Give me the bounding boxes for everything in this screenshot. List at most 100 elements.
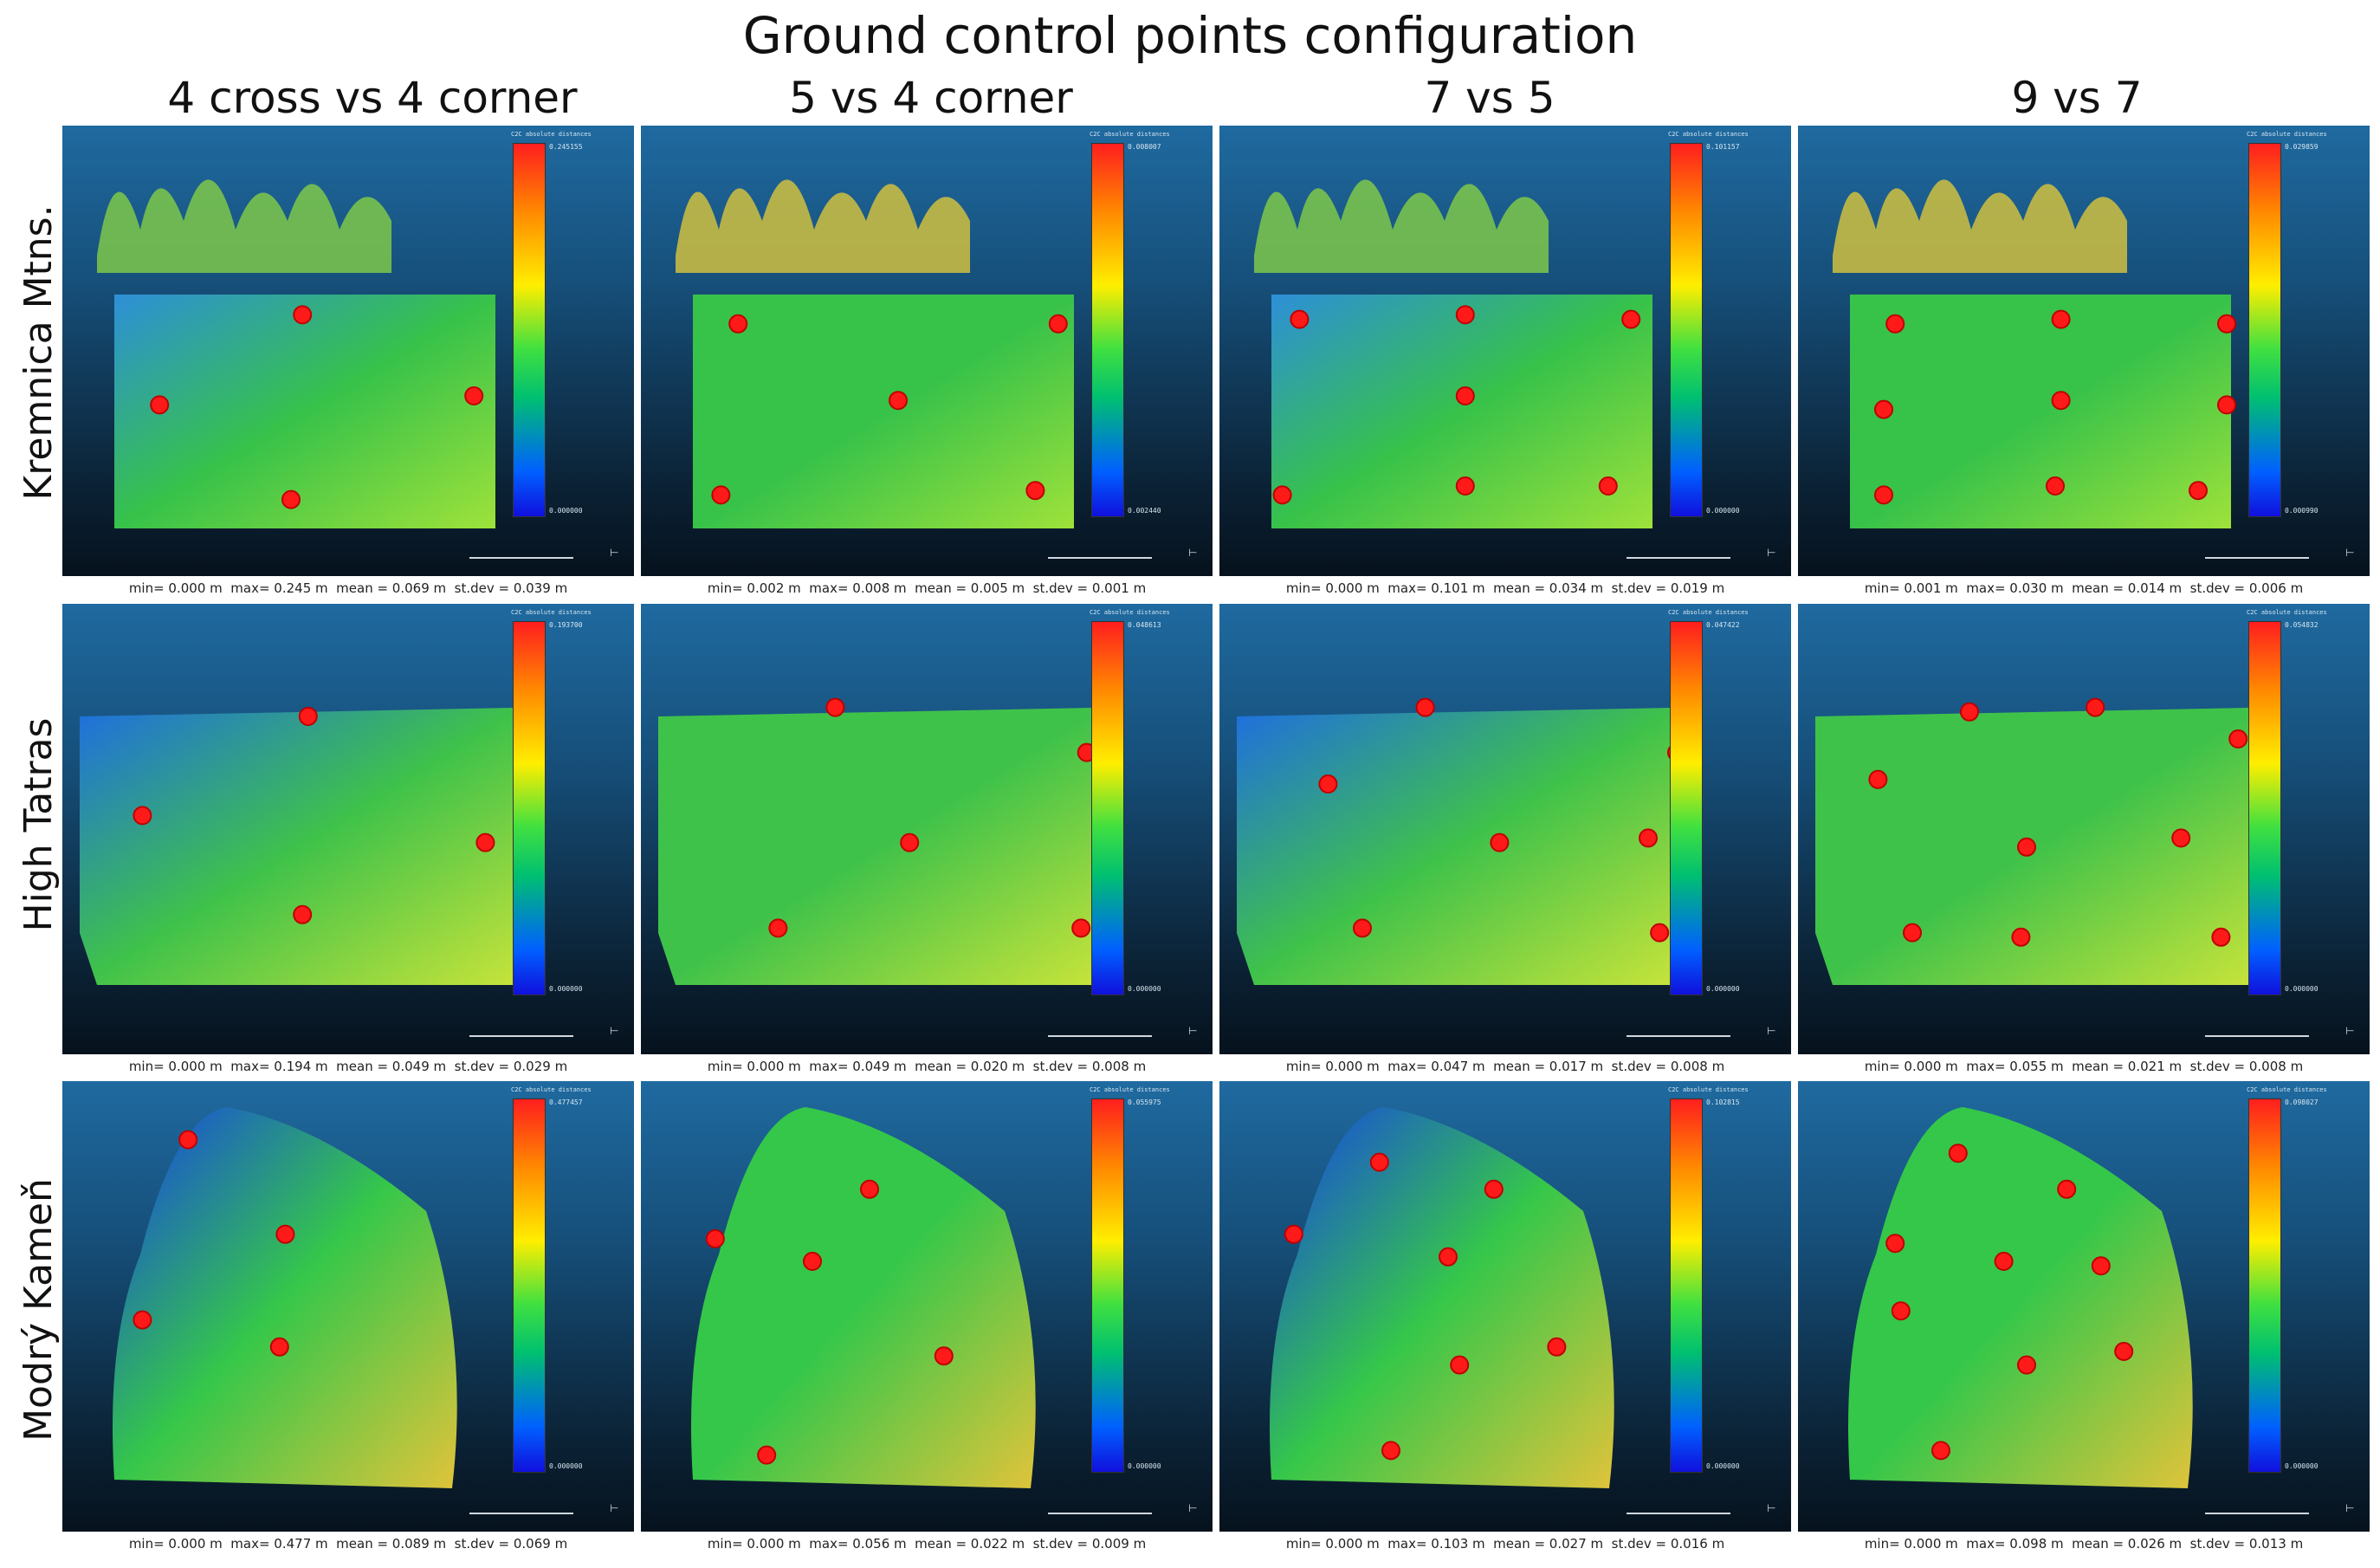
panel-stats: min= 0.000 m max= 0.055 m mean = 0.021 m…: [1864, 1059, 2304, 1074]
row-title-kremnica: Kremnica Mtns.: [16, 204, 61, 501]
gcp-marker: [150, 395, 170, 415]
colorbar: [2248, 143, 2281, 517]
colorbar: [513, 143, 546, 517]
gcp-marker: [2091, 1256, 2111, 1276]
scale-line: [1048, 1035, 1152, 1037]
axis-icon: ⊢: [2345, 1025, 2355, 1037]
gcp-marker: [1415, 697, 1435, 717]
panel-stats: min= 0.000 m max= 0.098 m mean = 0.026 m…: [1864, 1536, 2304, 1552]
gcp-marker: [1353, 918, 1372, 938]
panel-stats: min= 0.000 m max= 0.194 m mean = 0.049 m…: [128, 1059, 568, 1074]
colorbar-title: C2C absolute distances: [1668, 1086, 1749, 1093]
axis-icon: ⊢: [610, 1502, 619, 1514]
gcp-marker: [133, 1310, 152, 1330]
colorbar-min-label: 0.000000: [2285, 985, 2319, 993]
row-title-modry-kamen: Modrý Kameň: [16, 1178, 61, 1442]
terrain-surface: [113, 1107, 457, 1488]
colorbar-max-label: 0.098027: [2285, 1098, 2319, 1106]
gcp-marker: [803, 1252, 822, 1271]
colorbar: [513, 621, 546, 995]
axis-icon: ⊢: [2345, 1502, 2355, 1514]
gcp-marker: [1639, 828, 1658, 848]
gcp-marker: [1931, 1441, 1950, 1461]
axis-icon: ⊢: [1767, 547, 1776, 559]
pointcloud-map: [691, 1107, 1036, 1488]
terrain-surface: [1815, 708, 2257, 985]
pointcloud-map: [80, 707, 521, 985]
gcp-marker: [1885, 1234, 1905, 1254]
gcp-marker: [1450, 1355, 1470, 1375]
pointcloud-panel: C2C absolute distances 0.008007 0.002440 ⊢: [641, 126, 1213, 576]
gcp-marker: [2011, 927, 2031, 947]
colorbar-max-label: 0.029859: [2285, 143, 2319, 151]
gcp-marker: [293, 305, 313, 325]
pointcloud-map: [658, 697, 1100, 985]
colorbar: [1091, 621, 1124, 995]
terrain-surface: [1237, 708, 1678, 985]
gcp-marker: [1290, 309, 1310, 329]
gcp-marker: [1885, 314, 1905, 334]
gcp-marker: [757, 1445, 777, 1465]
gcp-marker: [1490, 833, 1510, 852]
gcp-marker: [1455, 476, 1475, 496]
gcp-marker: [2051, 309, 2071, 329]
gcp-marker: [1284, 1224, 1303, 1244]
gcp-marker: [2217, 314, 2236, 334]
gcp-marker: [1455, 386, 1475, 405]
colorbar-min-label: 0.000000: [549, 1462, 583, 1470]
colorbar-max-label: 0.055975: [1128, 1098, 1161, 1106]
gcp-marker: [825, 697, 845, 717]
panel-stats: min= 0.000 m max= 0.056 m mean = 0.022 m…: [707, 1536, 1147, 1552]
gcp-marker: [768, 918, 788, 938]
gcp-marker: [934, 1346, 954, 1366]
tree-canopy: [676, 179, 970, 273]
gcp-marker: [1903, 923, 1922, 943]
colorbar-max-label: 0.193700: [549, 621, 583, 629]
gcp-marker: [2046, 476, 2065, 496]
colorbar: [2248, 1098, 2281, 1473]
colorbar-min-label: 0.000000: [549, 507, 583, 515]
gcp-marker: [900, 833, 920, 852]
colorbar-title: C2C absolute distances: [2247, 609, 2327, 616]
gcp-marker: [2017, 837, 2036, 857]
gcp-marker: [2017, 1355, 2036, 1375]
tree-canopy: [1833, 179, 2127, 273]
pointcloud-panel: C2C absolute distances 0.054832 0.000000 ⊢: [1798, 604, 2370, 1054]
scale-line: [2205, 1513, 2309, 1514]
gcp-marker: [269, 1337, 289, 1357]
terrain-surface: [80, 708, 521, 985]
colorbar-title: C2C absolute distances: [1668, 609, 1749, 616]
gcp-marker: [1048, 314, 1068, 334]
pointcloud-panel: C2C absolute distances 0.477457 0.000000 ⊢: [62, 1081, 634, 1532]
gcp-marker: [1891, 1301, 1911, 1321]
scale-line: [2205, 1035, 2309, 1037]
gcp-marker: [1547, 1337, 1567, 1357]
column-title-2: 5 vs 4 corner: [789, 73, 1073, 123]
colorbar-max-label: 0.008007: [1128, 143, 1161, 151]
pointcloud-map: [97, 179, 495, 528]
gcp-marker: [298, 707, 318, 726]
gcp-marker: [711, 485, 731, 505]
colorbar-max-label: 0.245155: [549, 143, 583, 151]
axis-icon: ⊢: [1188, 547, 1198, 559]
colorbar-title: C2C absolute distances: [2247, 1086, 2327, 1093]
scale-line: [1627, 557, 1730, 559]
gcp-marker: [1484, 1179, 1504, 1199]
pointcloud-map: [1270, 1107, 1614, 1488]
colorbar-min-label: 0.000000: [1128, 985, 1161, 993]
panel-stats: min= 0.000 m max= 0.103 m mean = 0.027 m…: [1285, 1536, 1725, 1552]
gcp-marker: [178, 1130, 198, 1150]
tree-canopy: [97, 179, 391, 273]
scale-line: [1048, 557, 1152, 559]
terrain-surface: [1270, 1107, 1614, 1488]
colorbar-max-label: 0.102815: [1706, 1098, 1740, 1106]
scale-line: [2205, 557, 2309, 559]
axis-icon: ⊢: [2345, 547, 2355, 559]
pointcloud-map: [113, 1107, 457, 1488]
column-title-3: 7 vs 5: [1424, 73, 1555, 123]
gcp-marker: [2211, 927, 2231, 947]
scale-line: [1048, 1513, 1152, 1514]
gcp-marker: [2114, 1342, 2134, 1361]
pointcloud-panel: C2C absolute distances 0.048613 0.000000 ⊢: [641, 604, 1213, 1054]
pointcloud-map: [1237, 697, 1686, 985]
